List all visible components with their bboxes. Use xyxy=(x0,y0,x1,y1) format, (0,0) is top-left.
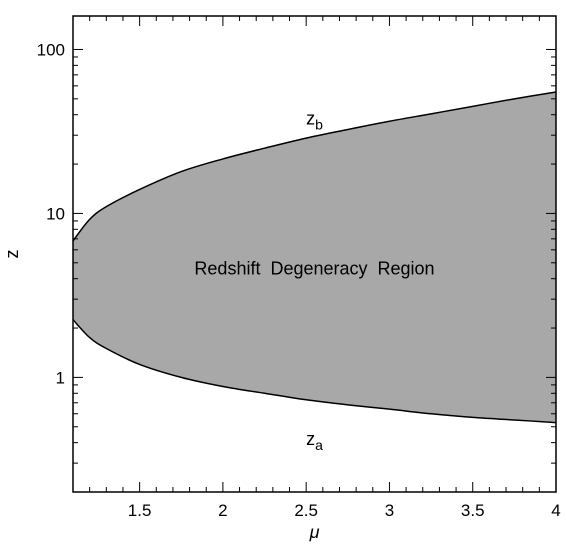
z-a-label: za xyxy=(306,429,323,453)
x-tick-label: 3.5 xyxy=(461,501,485,520)
x-tick-label: 1.5 xyxy=(128,501,152,520)
y-tick-label: 100 xyxy=(37,40,65,59)
tick-labels: 1.5 2 2.5 3 3.5 4 1 10 100 xyxy=(37,40,561,520)
plot-area xyxy=(72,91,557,424)
axis-ticks xyxy=(72,16,557,493)
y-tick-label: 10 xyxy=(46,204,65,223)
z-b-curve xyxy=(72,91,557,242)
degeneracy-region-fill xyxy=(73,92,556,423)
y-axis-label: z xyxy=(2,250,22,259)
x-tick-label: 3 xyxy=(385,501,394,520)
region-annotation: Redshift Degeneracy Region xyxy=(194,259,434,279)
y-tick-label: 1 xyxy=(56,368,65,387)
z-b-label: zb xyxy=(306,108,323,132)
x-axis-label: μ xyxy=(309,522,320,542)
x-tick-label: 2.5 xyxy=(294,501,318,520)
z-a-curve xyxy=(72,319,557,424)
plot-frame xyxy=(72,15,557,493)
x-tick-label: 4 xyxy=(551,501,560,520)
x-tick-label: 2 xyxy=(218,501,227,520)
